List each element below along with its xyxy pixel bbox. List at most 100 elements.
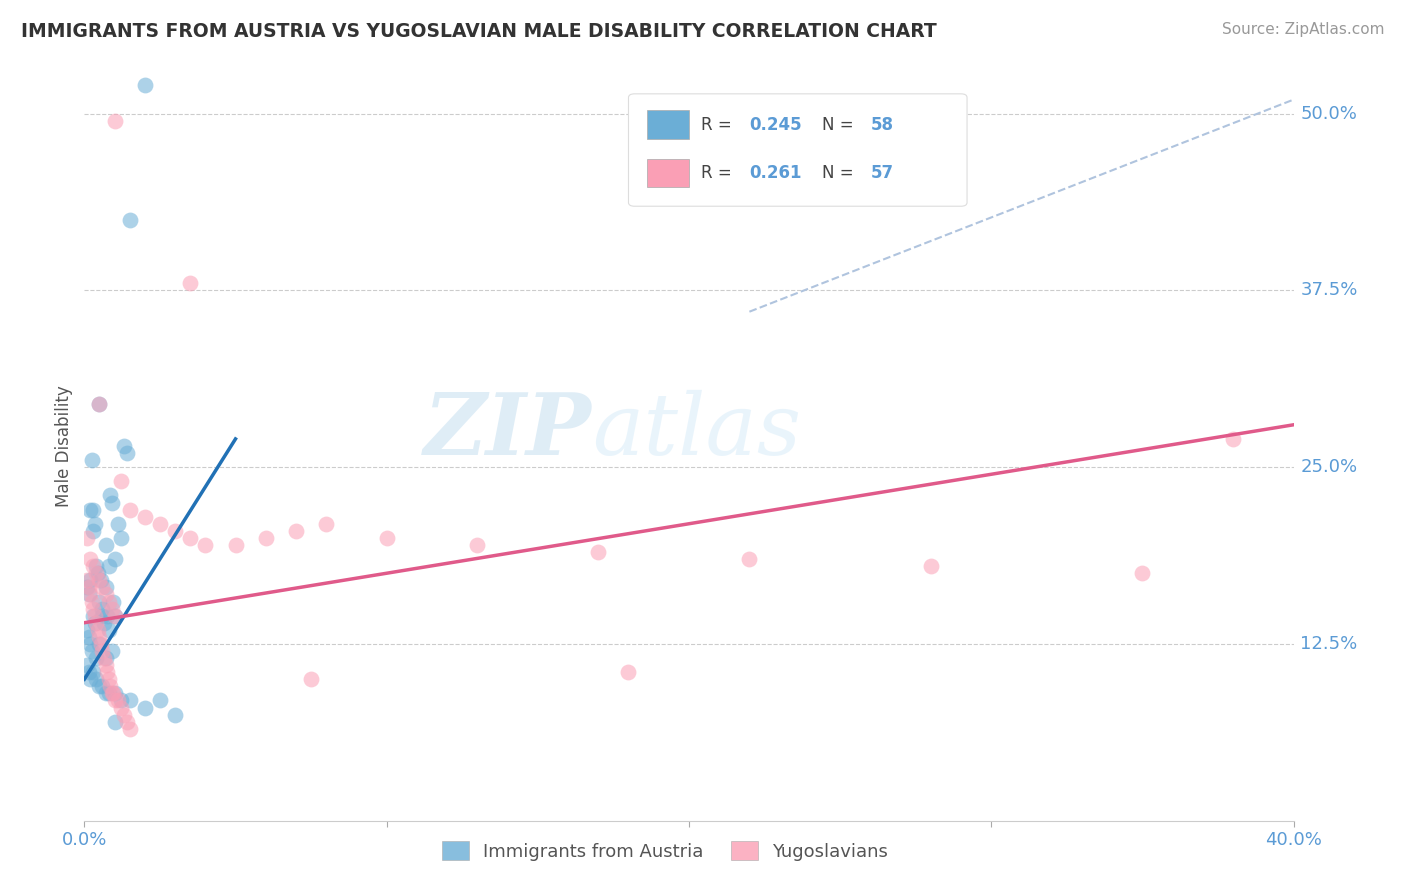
Yugoslavians: [82, 601, 104, 615]
Immigrants from Austria: [77, 630, 100, 644]
Immigrants from Austria: [80, 453, 103, 467]
Yugoslavians: [375, 531, 398, 545]
Text: 37.5%: 37.5%: [1301, 282, 1358, 300]
Yugoslavians: [97, 594, 120, 608]
Immigrants from Austria: [134, 78, 156, 93]
Text: Source: ZipAtlas.com: Source: ZipAtlas.com: [1222, 22, 1385, 37]
Yugoslavians: [194, 538, 217, 552]
Immigrants from Austria: [115, 446, 138, 460]
Immigrants from Austria: [79, 574, 101, 588]
Immigrants from Austria: [90, 574, 112, 588]
Yugoslavians: [96, 665, 118, 680]
Yugoslavians: [165, 524, 187, 538]
Text: N =: N =: [823, 116, 853, 134]
Yugoslavians: [315, 516, 337, 531]
Immigrants from Austria: [149, 693, 172, 707]
Immigrants from Austria: [89, 679, 111, 693]
Yugoslavians: [115, 714, 138, 729]
Immigrants from Austria: [79, 502, 101, 516]
Text: 25.0%: 25.0%: [1301, 458, 1358, 476]
Yugoslavians: [467, 538, 489, 552]
Immigrants from Austria: [86, 673, 108, 687]
Text: R =: R =: [702, 164, 737, 182]
Immigrants from Austria: [101, 594, 124, 608]
Text: 0.245: 0.245: [749, 116, 801, 134]
Immigrants from Austria: [86, 559, 108, 574]
Immigrants from Austria: [97, 559, 120, 574]
Yugoslavians: [104, 693, 127, 707]
Yugoslavians: [80, 594, 103, 608]
Immigrants from Austria: [104, 714, 127, 729]
Immigrants from Austria: [82, 608, 104, 623]
Immigrants from Austria: [96, 608, 118, 623]
Text: 0.261: 0.261: [749, 164, 801, 182]
Yugoslavians: [254, 531, 277, 545]
Yugoslavians: [79, 587, 101, 601]
Immigrants from Austria: [94, 686, 117, 700]
Immigrants from Austria: [110, 531, 132, 545]
Immigrants from Austria: [94, 538, 117, 552]
Immigrants from Austria: [86, 651, 108, 665]
Yugoslavians: [110, 700, 132, 714]
Yugoslavians: [91, 644, 114, 658]
Text: atlas: atlas: [592, 390, 801, 473]
Yugoslavians: [1222, 432, 1244, 446]
Immigrants from Austria: [77, 587, 100, 601]
Y-axis label: Male Disability: Male Disability: [55, 385, 73, 507]
Yugoslavians: [920, 559, 942, 574]
Yugoslavians: [86, 566, 108, 581]
Yugoslavians: [76, 574, 98, 588]
Yugoslavians: [77, 580, 100, 594]
Text: ZIP: ZIP: [425, 389, 592, 473]
Yugoslavians: [98, 679, 121, 693]
Yugoslavians: [94, 587, 117, 601]
Immigrants from Austria: [76, 623, 98, 637]
Immigrants from Austria: [104, 552, 127, 566]
Immigrants from Austria: [134, 700, 156, 714]
Text: IMMIGRANTS FROM AUSTRIA VS YUGOSLAVIAN MALE DISABILITY CORRELATION CHART: IMMIGRANTS FROM AUSTRIA VS YUGOSLAVIAN M…: [21, 22, 936, 41]
Legend: Immigrants from Austria, Yugoslavians: Immigrants from Austria, Yugoslavians: [434, 834, 896, 868]
Text: N =: N =: [823, 164, 853, 182]
Immigrants from Austria: [107, 516, 129, 531]
Yugoslavians: [91, 580, 114, 594]
Yugoslavians: [738, 552, 761, 566]
Immigrants from Austria: [97, 623, 120, 637]
Yugoslavians: [149, 516, 172, 531]
Immigrants from Austria: [76, 658, 98, 673]
Immigrants from Austria: [104, 608, 127, 623]
Yugoslavians: [285, 524, 308, 538]
Yugoslavians: [1132, 566, 1154, 581]
Immigrants from Austria: [87, 566, 110, 581]
Yugoslavians: [134, 509, 156, 524]
Immigrants from Austria: [79, 673, 101, 687]
Yugoslavians: [89, 396, 111, 410]
Yugoslavians: [87, 623, 110, 637]
Immigrants from Austria: [93, 615, 115, 630]
Yugoslavians: [89, 630, 111, 644]
Yugoslavians: [179, 531, 201, 545]
Yugoslavians: [104, 608, 127, 623]
Yugoslavians: [84, 608, 107, 623]
Text: 50.0%: 50.0%: [1301, 104, 1357, 123]
Yugoslavians: [118, 502, 141, 516]
Immigrants from Austria: [112, 439, 135, 453]
Yugoslavians: [617, 665, 640, 680]
Immigrants from Austria: [97, 686, 120, 700]
Yugoslavians: [76, 531, 98, 545]
Yugoslavians: [118, 722, 141, 736]
Yugoslavians: [101, 686, 124, 700]
Immigrants from Austria: [80, 644, 103, 658]
Yugoslavians: [107, 693, 129, 707]
FancyBboxPatch shape: [628, 94, 967, 206]
Yugoslavians: [93, 651, 115, 665]
Immigrants from Austria: [82, 502, 104, 516]
Yugoslavians: [89, 574, 111, 588]
Yugoslavians: [299, 673, 322, 687]
Immigrants from Austria: [110, 693, 132, 707]
Yugoslavians: [179, 277, 201, 291]
Yugoslavians: [90, 637, 112, 651]
Immigrants from Austria: [89, 396, 111, 410]
Immigrants from Austria: [118, 693, 141, 707]
Yugoslavians: [110, 475, 132, 489]
Yugoslavians: [112, 707, 135, 722]
